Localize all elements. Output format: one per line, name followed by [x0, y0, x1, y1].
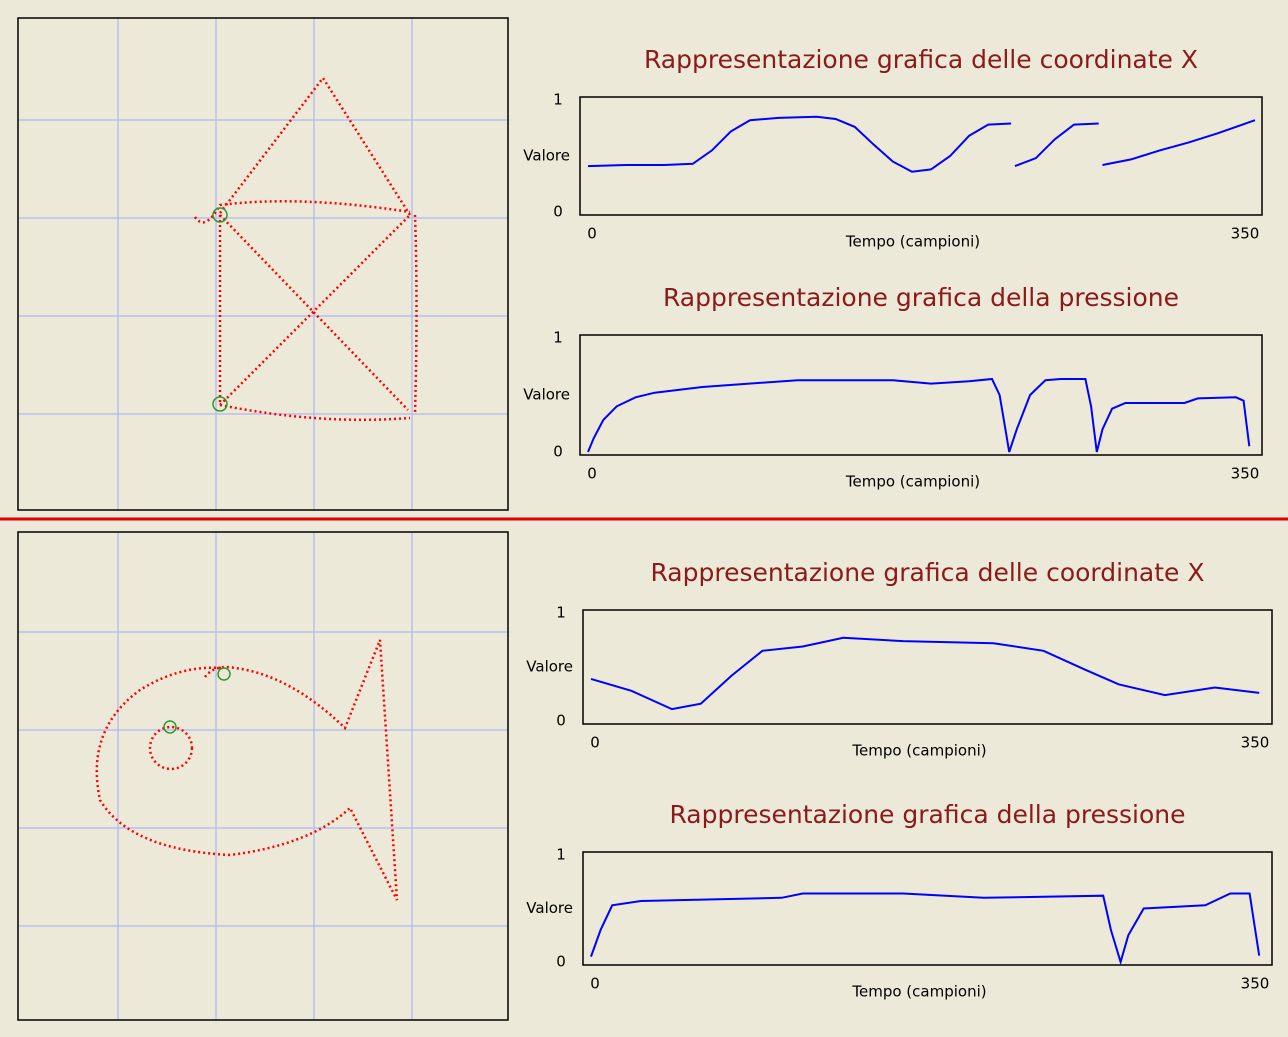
y-axis-label: Valore	[523, 386, 570, 404]
x-tick-label: 350	[1241, 975, 1270, 993]
y-tick-label: 1	[553, 329, 563, 347]
x-tick-label: 0	[590, 734, 600, 752]
chart-title: Rappresentazione grafica della pressione	[669, 800, 1185, 829]
y-tick-label: 1	[556, 846, 566, 864]
y-tick-label: 0	[556, 953, 566, 971]
y-tick-label: 0	[553, 443, 563, 461]
x-axis-label: Tempo (campioni)	[851, 983, 986, 1001]
screen: Rappresentazione grafica delle coordinat…	[0, 0, 1288, 1037]
chart-title: Rappresentazione grafica delle coordinat…	[644, 45, 1198, 74]
x-axis-label: Tempo (campioni)	[851, 742, 986, 760]
chart-title: Rappresentazione grafica della pressione	[663, 283, 1179, 312]
y-tick-label: 1	[556, 604, 566, 622]
y-axis-label: Valore	[523, 147, 570, 165]
x-tick-label: 350	[1241, 734, 1270, 752]
y-tick-label: 0	[556, 712, 566, 730]
page: Rappresentazione grafica delle coordinat…	[0, 0, 1288, 1037]
chart-title: Rappresentazione grafica delle coordinat…	[650, 558, 1204, 587]
x-tick-label: 0	[590, 975, 600, 993]
x-tick-label: 0	[587, 225, 597, 243]
x-tick-label: 350	[1231, 465, 1260, 483]
y-axis-label: Valore	[526, 658, 573, 676]
x-tick-label: 0	[587, 465, 597, 483]
y-tick-label: 1	[553, 91, 563, 109]
x-axis-label: Tempo (campioni)	[845, 473, 980, 491]
y-axis-label: Valore	[526, 899, 573, 917]
x-tick-label: 350	[1231, 225, 1260, 243]
y-tick-label: 0	[553, 203, 563, 221]
x-axis-label: Tempo (campioni)	[845, 233, 980, 251]
